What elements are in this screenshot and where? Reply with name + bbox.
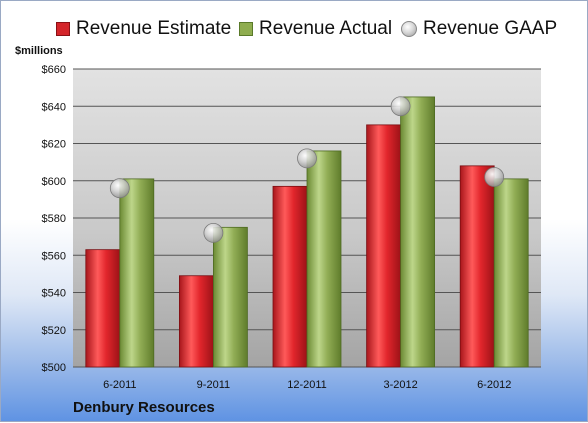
legend-item-estimate: Revenue Estimate	[56, 15, 231, 43]
bar-revenue-actual	[119, 178, 155, 368]
x-tick-label: 12-2011	[287, 379, 327, 391]
bar-revenue-estimate	[459, 165, 495, 368]
legend-swatch-estimate	[56, 22, 70, 36]
bar-revenue-estimate	[85, 249, 121, 368]
bar-revenue-actual	[400, 96, 436, 368]
bar-revenue-actual	[306, 150, 342, 368]
legend-label-actual: Revenue Actual	[259, 18, 393, 39]
y-axis-unit-label: $millions	[15, 45, 63, 57]
bar-revenue-estimate	[178, 275, 214, 368]
marker-revenue-gaap	[484, 167, 505, 187]
bar-revenue-estimate	[272, 185, 308, 368]
bar-revenue-actual	[212, 226, 248, 368]
x-tick-label: 3-2012	[383, 379, 417, 391]
y-tick-label: $600	[42, 176, 66, 188]
legend-item-actual: Revenue Actual	[239, 15, 392, 43]
legend: Revenue Estimate Revenue Actual Revenue …	[1, 15, 588, 43]
legend-label-gaap: Revenue GAAP	[423, 18, 558, 39]
y-tick-label: $640	[42, 101, 66, 113]
legend-label-estimate: Revenue Estimate	[76, 18, 232, 39]
y-tick-label: $520	[42, 325, 66, 337]
y-tick-label: $580	[42, 213, 66, 225]
legend-swatch-actual	[239, 22, 253, 36]
y-tick-label: $660	[42, 64, 66, 76]
marker-revenue-gaap	[203, 222, 224, 243]
bar-revenue-actual	[493, 178, 529, 368]
marker-revenue-gaap	[297, 148, 317, 169]
marker-revenue-gaap	[390, 96, 411, 117]
y-tick-label: $560	[42, 250, 66, 262]
bar-revenue-estimate	[366, 124, 402, 368]
y-tick-label: $540	[42, 288, 66, 300]
x-tick-label: 6-2012	[477, 379, 511, 391]
legend-marker-gaap	[401, 21, 417, 37]
marker-revenue-gaap	[109, 178, 130, 199]
y-tick-label: $500	[42, 362, 66, 374]
y-tick-label: $620	[42, 139, 66, 151]
company-name: Denbury Resources	[73, 399, 215, 416]
x-tick-label: 9-2011	[197, 379, 230, 391]
x-tick-label: 6-2011	[103, 379, 136, 391]
legend-item-gaap: Revenue GAAP	[401, 15, 557, 43]
